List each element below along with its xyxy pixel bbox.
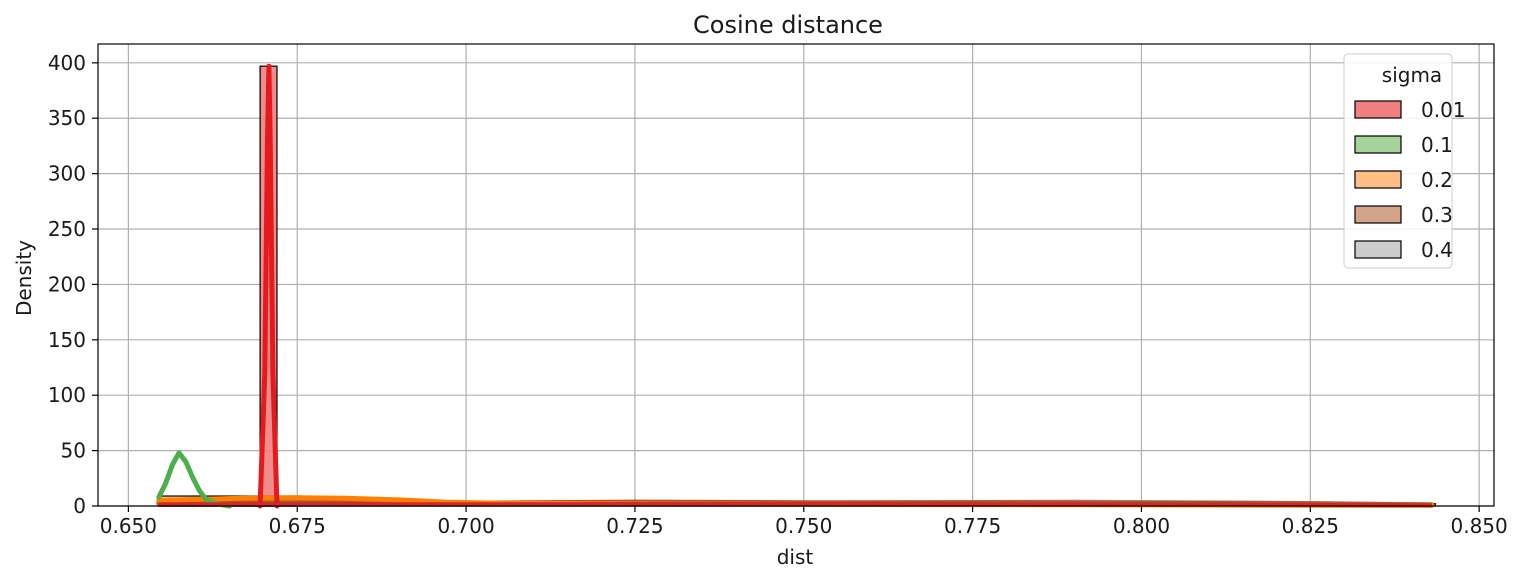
x-tick-label: 0.800	[1113, 514, 1170, 538]
grid-lines	[98, 44, 1494, 507]
legend-swatch-sigma-0.4	[1354, 240, 1402, 259]
y-tick-label: 300	[48, 162, 86, 186]
legend-label-sigma-0.1: 0.1	[1421, 133, 1453, 157]
legend-label-sigma-0.3: 0.3	[1421, 203, 1453, 227]
x-tick-label: 0.675	[269, 514, 326, 538]
legend-swatch-sigma-0.01	[1354, 100, 1402, 119]
x-tick-label: 0.825	[1282, 514, 1339, 538]
y-tick-label: 100	[48, 383, 86, 407]
legend-label-sigma-0.2: 0.2	[1421, 168, 1453, 192]
chart-title: Cosine distance	[693, 11, 883, 39]
y-tick-label: 350	[48, 106, 86, 130]
legend-title: sigma	[1382, 63, 1442, 87]
legend-items: 0.01 0.1 0.2 0.3 0.4	[1354, 98, 1466, 262]
legend-label-sigma-0.4: 0.4	[1421, 238, 1453, 262]
y-tick-label: 150	[48, 328, 86, 352]
x-axis-label: dist	[777, 545, 814, 569]
y-tick-label: 400	[48, 51, 86, 75]
x-tick-label: 0.775	[944, 514, 1001, 538]
kde-line-sigma-0.1	[156, 450, 233, 509]
plot-frame	[97, 43, 1495, 507]
y-tick-label: 0	[73, 494, 86, 518]
y-tick-label: 50	[61, 439, 86, 463]
legend: sigma 0.01 0.1 0.2 0.3 0.4	[1343, 53, 1466, 269]
x-tick-label: 0.750	[775, 514, 832, 538]
legend-swatch-sigma-0.1	[1354, 135, 1402, 154]
overlay-line	[158, 501, 1432, 508]
x-tick-label: 0.650	[100, 514, 157, 538]
x-tick-label: 0.850	[1451, 514, 1508, 538]
y-axis-ticks: 0 50 100 150 200 250 300 350 400	[48, 51, 98, 518]
kde-line-sigma-0.01	[257, 63, 280, 509]
x-axis-ticks: 0.650 0.675 0.700 0.725 0.750 0.775 0.800 0.825…	[100, 506, 1508, 538]
legend-swatch-sigma-0.3	[1354, 205, 1402, 224]
kde-lines	[156, 63, 1435, 509]
y-axis-label: Density	[12, 240, 36, 316]
x-tick-label: 0.700	[437, 514, 494, 538]
legend-swatch-sigma-0.2	[1354, 170, 1402, 189]
x-tick-label: 0.725	[606, 514, 663, 538]
y-tick-label: 200	[48, 272, 86, 296]
y-tick-label: 250	[48, 217, 86, 241]
legend-label-sigma-0.01: 0.01	[1421, 98, 1466, 122]
